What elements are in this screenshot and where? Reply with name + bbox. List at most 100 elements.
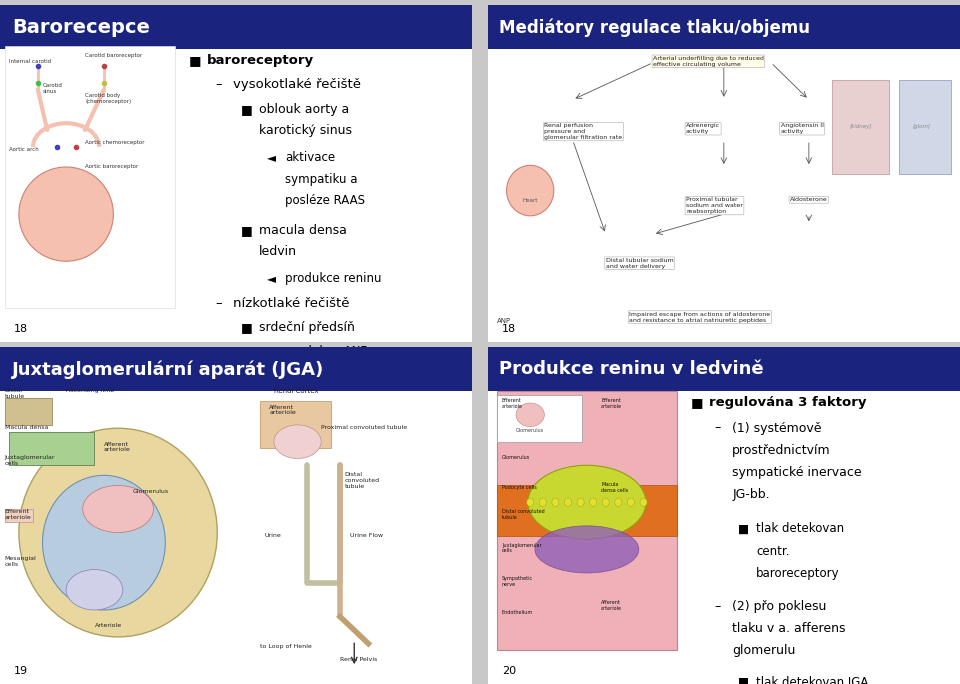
Text: ■: ■ [691,396,704,409]
Text: Distal tubular sodium
and water delivery: Distal tubular sodium and water delivery [606,258,674,269]
Text: Juxtaglomerular
cells: Juxtaglomerular cells [502,542,541,553]
Text: Produkce reninu v ledvině: Produkce reninu v ledvině [499,360,764,378]
Text: Barorecepce: Barorecepce [12,18,150,37]
Text: produkce reninu: produkce reninu [285,272,381,285]
Text: Efferent
arteriole: Efferent arteriole [601,398,622,409]
Ellipse shape [83,486,154,533]
Ellipse shape [19,167,113,261]
Text: regulována 3 faktory: regulována 3 faktory [708,396,866,409]
Ellipse shape [528,465,646,539]
Text: ■: ■ [241,224,252,237]
Bar [488,347,960,391]
Text: –: – [215,79,222,92]
Text: Heart: Heart [522,198,538,203]
Text: 18: 18 [14,324,28,334]
Text: Carotid baroreceptor: Carotid baroreceptor [85,53,142,57]
Text: 18: 18 [502,324,516,334]
Bar [0,347,472,391]
Text: ◄: ◄ [267,151,276,164]
Text: ■: ■ [738,523,749,536]
Ellipse shape [507,166,554,216]
Text: Carotid body
(chemoreceptor): Carotid body (chemoreceptor) [85,93,132,104]
Text: Sympathetic
nerve: Sympathetic nerve [502,577,533,587]
Bar [497,486,677,536]
Text: Internal carotid: Internal carotid [10,60,52,64]
Text: Renal Cortex: Renal Cortex [274,388,319,394]
Ellipse shape [42,475,165,610]
Text: [kidney]: [kidney] [850,124,872,129]
Ellipse shape [516,403,544,427]
Text: –: – [714,600,721,613]
Text: Macula densa: Macula densa [5,425,48,430]
Ellipse shape [19,428,217,637]
Text: Afferent
arteriole: Afferent arteriole [269,405,296,415]
Text: Arterial underfilling due to reduced
effective circulating volume: Arterial underfilling due to reduced eff… [653,56,764,67]
Text: Aldosterone: Aldosterone [790,197,828,202]
Bar [5,398,52,425]
Text: tlak detekovan: tlak detekovan [756,523,844,536]
Text: baroreceptory: baroreceptory [756,567,840,580]
Text: aktivace: aktivace [285,151,335,164]
Text: ANP: ANP [497,319,512,324]
Text: centr.: centr. [756,544,789,557]
Text: při větších změnách: při větších změnách [206,369,356,382]
Text: oblouk aorty a: oblouk aorty a [259,103,349,116]
Text: Glomerulus: Glomerulus [502,455,530,460]
Text: Adrenergic
activity: Adrenergic activity [686,123,720,134]
Text: –: – [215,297,222,310]
Text: Proximal convoluted tubule: Proximal convoluted tubule [322,425,407,430]
Text: ■: ■ [738,676,749,684]
Ellipse shape [640,498,647,506]
Bar [260,402,330,449]
Text: Arteriole: Arteriole [94,623,122,629]
Text: sympatiku a: sympatiku a [285,172,357,185]
Ellipse shape [602,498,610,506]
Text: ■: ■ [241,103,252,116]
Bar [497,391,677,650]
Text: Renal perfusion
pressure and
glomerular filtration rate: Renal perfusion pressure and glomerular … [544,123,622,140]
Text: ■: ■ [189,54,202,67]
Text: Renal Pelvis: Renal Pelvis [340,657,377,662]
Text: též ADH: též ADH [206,412,267,425]
Text: vysokotlaké řečiště: vysokotlaké řečiště [233,79,361,92]
Text: Juxtaglomerular
cells: Juxtaglomerular cells [5,455,56,466]
Text: srdeční předsíň: srdeční předsíň [259,321,354,334]
Text: Carotid
sinus: Carotid sinus [42,83,62,94]
Text: Angiotensin II
activity: Angiotensin II activity [780,123,824,134]
Text: 20: 20 [502,666,516,676]
Text: 19: 19 [14,666,28,676]
Ellipse shape [564,498,571,506]
Text: Urine: Urine [265,533,281,538]
Text: JG-bb.: JG-bb. [732,488,770,501]
Text: karotický sinus: karotický sinus [259,124,351,137]
Text: Mediátory regulace tlaku/objemu: Mediátory regulace tlaku/objemu [499,18,810,37]
Text: ◄: ◄ [267,272,276,285]
Text: posléze RAAS: posléze RAAS [285,194,365,207]
Bar [10,432,94,465]
Ellipse shape [535,526,638,573]
Text: Aortic chemoreceptor: Aortic chemoreceptor [85,140,145,145]
Text: Proximal tubular
sodium and water
reabsorption: Proximal tubular sodium and water reabso… [686,197,743,214]
Text: ■: ■ [189,369,202,382]
Text: Distal
convoluted
tubule: Distal convoluted tubule [345,472,380,488]
Bar [497,395,582,442]
Ellipse shape [628,498,635,506]
Text: Distal convoluted
tubule: Distal convoluted tubule [502,509,544,520]
Text: Macula
densa cells: Macula densa cells [601,482,628,493]
Text: Aortic baroreceptor: Aortic baroreceptor [85,163,138,169]
Text: ■: ■ [241,321,252,334]
Text: Distal
tubule: Distal tubule [5,388,25,399]
Ellipse shape [552,498,559,506]
Text: Aortic arch: Aortic arch [10,147,39,152]
Ellipse shape [589,498,597,506]
Text: produkce ANF: produkce ANF [285,345,367,358]
Text: Podocyte cells: Podocyte cells [502,486,537,490]
Bar [488,5,960,49]
Text: to Loop of Henle: to Loop of Henle [260,644,312,648]
Bar [0,388,472,684]
Ellipse shape [614,498,622,506]
Text: Afferent
arteriole: Afferent arteriole [104,442,131,453]
Text: ledvin: ledvin [259,245,297,258]
Text: (2) přo poklesu: (2) přo poklesu [732,600,827,613]
Text: Endothelium: Endothelium [502,610,533,615]
